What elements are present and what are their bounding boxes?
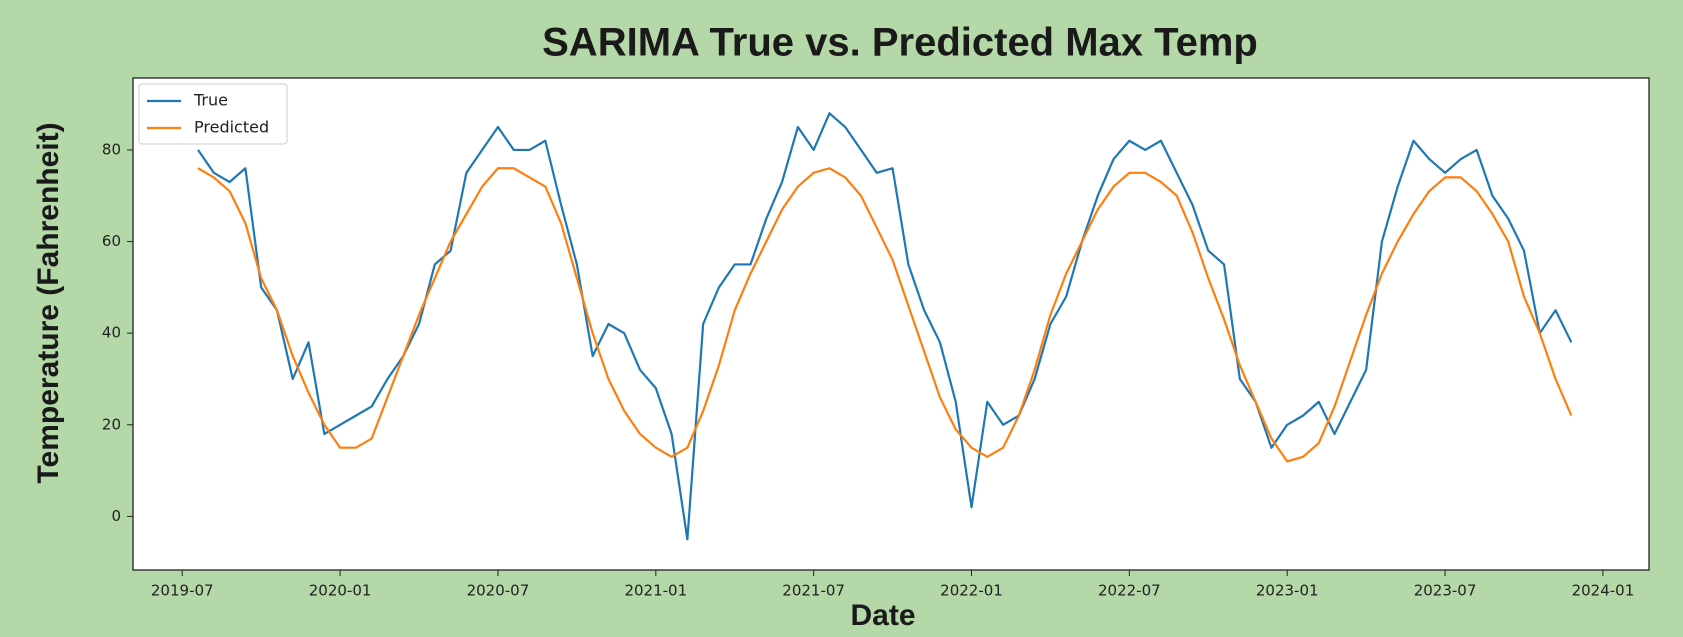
x-axis-title: Date	[850, 599, 915, 632]
y-tick-label: 80	[102, 140, 121, 158]
x-tick-label: 2022-07	[1098, 582, 1161, 600]
x-tick-label: 2019-07	[151, 582, 214, 600]
legend: True Predicted	[138, 83, 288, 145]
y-tick-label: 0	[111, 507, 121, 525]
x-tick-label: 2021-07	[782, 582, 845, 600]
chart-title: SARIMA True vs. Predicted Max Temp	[542, 21, 1258, 65]
legend-label: Predicted	[194, 118, 269, 137]
legend-label: True	[193, 91, 228, 110]
x-tick-label: 2022-01	[940, 582, 1003, 600]
y-tick-label: 40	[102, 324, 121, 342]
x-tick-label: 2020-07	[467, 582, 530, 600]
plot-area	[132, 77, 1650, 571]
x-tick-label: 2023-01	[1256, 582, 1319, 600]
x-tick-label: 2021-01	[624, 582, 687, 600]
x-tick-label: 2020-01	[309, 582, 372, 600]
x-tick-label: 2023-07	[1414, 582, 1477, 600]
y-axis-title: Temperature (Fahrenheit)	[32, 122, 65, 483]
y-tick-label: 20	[102, 415, 121, 433]
series-line	[197, 167, 1573, 463]
x-tick-label: 2024-01	[1572, 582, 1635, 600]
y-tick-label: 60	[102, 232, 121, 250]
